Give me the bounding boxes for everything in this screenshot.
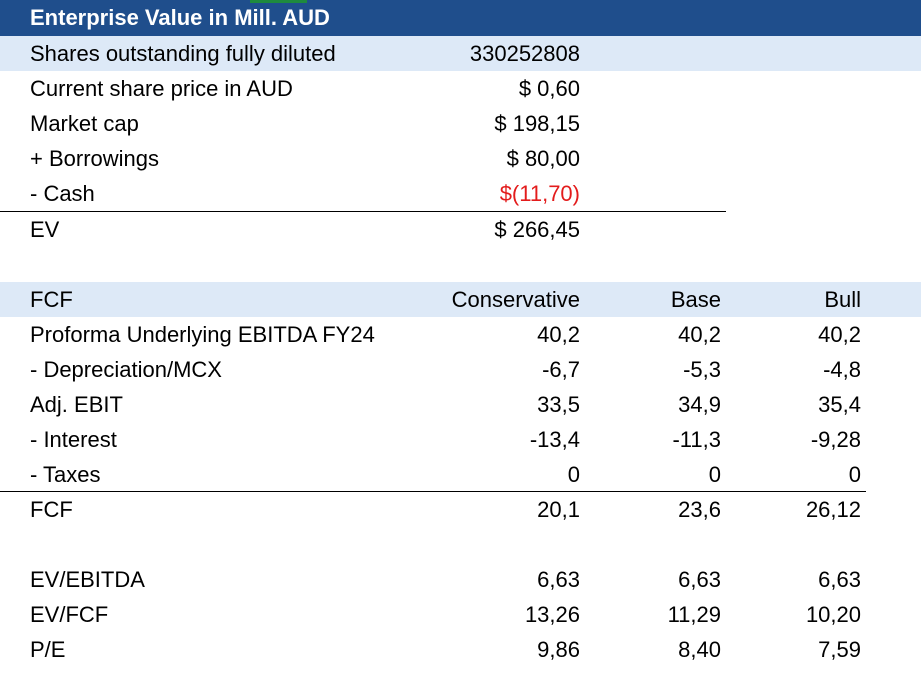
- row-value: 330252808: [469, 41, 580, 66]
- cell-base: -5,3: [683, 357, 721, 382]
- cell-conservative: -6,7: [542, 357, 580, 382]
- cell-conservative: 33,5: [537, 392, 580, 417]
- cell-conservative: 0: [567, 462, 580, 487]
- row-label: P/E: [30, 637, 66, 662]
- row-label: Proforma Underlying EBITDA FY24: [30, 322, 375, 347]
- row-ev-ebitda[interactable]: EV/EBITDA 6,63 6,63 6,63: [0, 562, 921, 597]
- cell-conservative: 40,2: [537, 322, 580, 347]
- row-pe[interactable]: P/E 9,86 8,40 7,59: [0, 632, 921, 667]
- row-label: - Taxes: [30, 462, 101, 487]
- cell-base: 23,6: [678, 497, 721, 522]
- cell-base: 11,29: [667, 602, 721, 627]
- cell-bull: -4,8: [823, 357, 861, 382]
- row-ebitda[interactable]: Proforma Underlying EBITDA FY24 40,2 40,…: [0, 317, 921, 352]
- row-value: $ 198,15: [494, 111, 580, 136]
- row-label: + Borrowings: [30, 146, 160, 171]
- cell-bull: 10,20: [805, 602, 861, 627]
- row-adj-ebit[interactable]: Adj. EBIT 33,5 34,9 35,4: [0, 387, 921, 422]
- row-label: Adj. EBIT: [30, 392, 123, 417]
- row-value: $ 0,60: [518, 76, 580, 101]
- cell-bull: 0: [848, 462, 861, 487]
- cell-bull: 7,59: [818, 637, 861, 662]
- row-fcf-total[interactable]: FCF 20,1 23,6 26,12: [0, 492, 921, 527]
- row-label: FCF: [30, 497, 73, 522]
- col-header-bull: Bull: [824, 287, 861, 312]
- row-label: - Interest: [30, 427, 117, 452]
- row-label: - Cash: [30, 181, 95, 206]
- col-header-conservative: Conservative: [451, 287, 580, 312]
- row-ev-total[interactable]: EV $ 266,45: [0, 212, 921, 247]
- cell-bull: -9,28: [810, 427, 861, 452]
- fcf-total-border: [0, 491, 866, 492]
- cell-base: 6,63: [678, 567, 721, 592]
- cell-conservative: -13,4: [529, 427, 580, 452]
- cell-base: 8,40: [678, 637, 721, 662]
- fcf-header-label: FCF: [30, 287, 73, 312]
- cell-conservative: 13,26: [524, 602, 580, 627]
- row-label: EV/EBITDA: [30, 567, 145, 592]
- col-header-base: Base: [670, 287, 721, 312]
- cell-bull: 40,2: [818, 322, 861, 347]
- row-cash[interactable]: - Cash $(11,70): [0, 176, 921, 211]
- row-label: Current share price in AUD: [30, 76, 293, 101]
- cell-bull: 6,63: [818, 567, 861, 592]
- row-label: EV: [30, 217, 60, 242]
- fcf-header-row[interactable]: FCF Conservative Base Bull: [0, 282, 921, 317]
- selected-cell-indicator: [250, 0, 307, 3]
- cell-base: 40,2: [678, 322, 721, 347]
- row-taxes[interactable]: - Taxes 0 0 0: [0, 457, 921, 492]
- cell-base: 0: [708, 462, 721, 487]
- row-value: $ 80,00: [506, 146, 580, 171]
- cell-base: 34,9: [678, 392, 721, 417]
- cell-conservative: 6,63: [537, 567, 580, 592]
- ev-title-row[interactable]: Enterprise Value in Mill. AUD: [0, 0, 921, 36]
- cell-bull: 35,4: [818, 392, 861, 417]
- row-value: $ 266,45: [494, 217, 580, 242]
- row-label: EV/FCF: [30, 602, 109, 627]
- row-share-price[interactable]: Current share price in AUD $ 0,60: [0, 71, 921, 106]
- row-market-cap[interactable]: Market cap $ 198,15: [0, 106, 921, 141]
- row-label: Market cap: [30, 111, 139, 136]
- row-label: Shares outstanding fully diluted: [30, 41, 336, 66]
- cell-base: -11,3: [672, 427, 721, 452]
- row-interest[interactable]: - Interest -13,4 -11,3 -9,28: [0, 422, 921, 457]
- row-ev-fcf[interactable]: EV/FCF 13,26 11,29 10,20: [0, 597, 921, 632]
- row-shares-outstanding[interactable]: Shares outstanding fully diluted 3302528…: [0, 36, 921, 71]
- row-borrowings[interactable]: + Borrowings $ 80,00: [0, 141, 921, 176]
- row-value-negative: $(11,70): [499, 181, 580, 206]
- cell-conservative: 9,86: [537, 637, 580, 662]
- cell-conservative: 20,1: [537, 497, 580, 522]
- row-label: - Depreciation/MCX: [30, 357, 222, 382]
- cell-bull: 26,12: [805, 497, 861, 522]
- ev-total-border: [0, 211, 726, 212]
- row-depreciation[interactable]: - Depreciation/MCX -6,7 -5,3 -4,8: [0, 352, 921, 387]
- ev-title: Enterprise Value in Mill. AUD: [30, 5, 330, 30]
